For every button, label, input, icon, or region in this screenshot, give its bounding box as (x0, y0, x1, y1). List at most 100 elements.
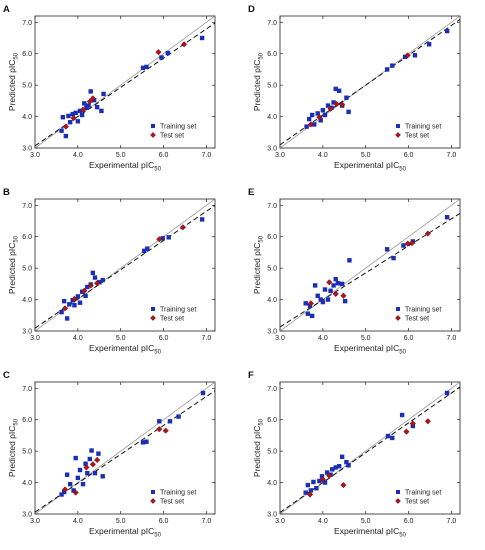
panel-e-xtick-label: 7.0 (447, 335, 457, 342)
panel-d-training-point (304, 124, 309, 129)
panel-d-training-point (312, 122, 317, 127)
panel-c-legend-training-marker (151, 490, 155, 494)
panel-a-training-point (91, 98, 97, 103)
panel-e-training-point (307, 303, 313, 309)
panel-c-legend-test-label: Test set (160, 499, 184, 506)
panel-a-training-point (159, 55, 164, 60)
panel-e-training-point (318, 297, 323, 302)
panel-e-legend-test-marker (395, 315, 401, 321)
panel-b-test-point (94, 280, 101, 287)
panel-c-xtick-label: 6.0 (159, 518, 169, 525)
panel-a-ylabel-subscript: 50 (14, 52, 20, 59)
panel-e-training-point (401, 243, 406, 248)
panel-f-training-point (399, 412, 405, 418)
panel-d-training-point (390, 63, 395, 68)
panel-b-ytick-label: 5.0 (22, 266, 32, 273)
panel-b-training-point (145, 246, 150, 251)
panel-b-training-point (90, 270, 96, 276)
panel-b-xtick-label: 5.0 (116, 335, 126, 342)
panel-e-ytick-label: 4.0 (267, 297, 277, 304)
panel-e-training-point (315, 293, 320, 298)
panel-c-test-point (61, 486, 69, 493)
panel-c-test-point (83, 464, 90, 471)
panel-c-legend-training-label: Training set (160, 490, 196, 497)
panel-c-test-point (89, 461, 96, 468)
panel-c-training-point (92, 470, 98, 476)
panel-d-training-point (402, 54, 408, 60)
panel-f-xtick-label: 6.0 (404, 518, 414, 525)
panel-d-training-point (444, 28, 450, 34)
panel-d-xtick-label: 6.0 (404, 152, 414, 159)
panel-a: A 3.0 4.0 5.0 6.0 7.0 3.0 4.0 5.0 6.0 7.0 Experimen… (3, 4, 216, 173)
panel-d-test-point (307, 121, 314, 128)
panel-c: C 3.0 4.0 5.0 6.0 7.0 3.0 4.0 5.0 6.0 7.0 Experimen… (3, 370, 216, 539)
panel-f-xtick-label: 4.0 (318, 518, 328, 525)
panel-c-test-point (72, 489, 79, 496)
panel-b-training-point (199, 217, 205, 222)
panel-b-test-point (87, 282, 94, 289)
panel-c-ytick-label: 5.0 (22, 449, 32, 456)
panel-d-letter: D (248, 4, 255, 15)
panel-c-ytick-label: 4.0 (22, 480, 32, 487)
panel-a-ytick-label: 7.0 (22, 20, 32, 27)
panel-a-ytick-label: 4.0 (22, 114, 32, 121)
panel-b-xtick-label: 4.0 (73, 335, 83, 342)
panel-a-xlabel-subscript: 50 (154, 167, 161, 173)
panel-b-ytick-label: 3.0 (22, 329, 32, 336)
panel-f-training-point (308, 488, 314, 493)
panel-c-xtick-label: 4.0 (73, 518, 83, 525)
panel-c-training-point (71, 488, 76, 493)
panel-e-training-point (444, 215, 450, 220)
panel-c-test-point (156, 426, 163, 433)
panel-d-training-point (325, 103, 331, 108)
panel-b-training-point (64, 316, 70, 321)
panel-b-training-point (75, 294, 81, 299)
panel-d-training-point (320, 108, 326, 113)
panel-b-ylabel-main: Predicted pIC (7, 243, 17, 295)
panel-a-letter: A (3, 4, 10, 15)
panel-a-training-point (82, 101, 87, 106)
panel-d-training-point (336, 88, 342, 93)
panel-d-xtick-label: 5.0 (361, 152, 371, 159)
panel-f-training-point (324, 470, 330, 475)
panel-f-letter: F (248, 370, 254, 381)
panel-b-training-point (59, 309, 64, 315)
panel-e-training-point (305, 311, 311, 316)
panel-f-test-point (424, 418, 431, 425)
panel-f-training-point (319, 474, 325, 479)
panel-c-training-point (75, 475, 81, 481)
panel-b-ytick-label: 7.0 (22, 203, 32, 210)
panel-a-legend-test-label: Test set (160, 133, 184, 140)
panel-b-ylabel-subscript: 50 (14, 235, 20, 242)
panel-a-training-point (94, 104, 100, 110)
panel-d-test-point (333, 100, 340, 108)
panel-c-xlabel-subscript: 50 (154, 533, 161, 539)
panel-d-test-point (339, 101, 346, 108)
panel-b-training-point (61, 298, 67, 304)
panel-e-xtick-label: 3.0 (275, 335, 285, 342)
panel-e-test-point (307, 300, 314, 307)
panel-c-ylabel-main: Predicted pIC (7, 426, 17, 478)
panel-d-training-point (333, 86, 338, 92)
panel-e-test-point (326, 279, 333, 286)
panel-a-training-point (70, 111, 75, 117)
panel-f-training-point (322, 480, 328, 485)
panel-e-training-point (384, 247, 390, 252)
panel-f-training-point (311, 479, 316, 485)
panel-c-training-point (83, 461, 88, 466)
panel-f-training-point (385, 433, 391, 439)
panel-b-xtick-label: 7.0 (202, 335, 212, 342)
panel-a-ylabel: Predicted pIC50 (7, 52, 20, 111)
panel-f-training-point (303, 490, 308, 495)
panel-e: E 3.0 4.0 5.0 6.0 7.0 3.0 4.0 5.0 6.0 7.0 Experimen… (248, 187, 461, 356)
panel-c-xtick-label: 3.0 (30, 518, 40, 525)
panel-c-training-point (61, 489, 67, 495)
panel-a-test-point (89, 95, 96, 102)
panel-f-training-point (346, 463, 351, 468)
panel-d-ytick-label: 4.0 (267, 114, 277, 121)
panel-e-training-point (325, 297, 331, 302)
panel-c-ylabel: Predicted pIC50 (7, 418, 20, 477)
panel-f-test-point (403, 428, 410, 435)
panel-c-ylabel-subscript: 50 (14, 418, 20, 425)
